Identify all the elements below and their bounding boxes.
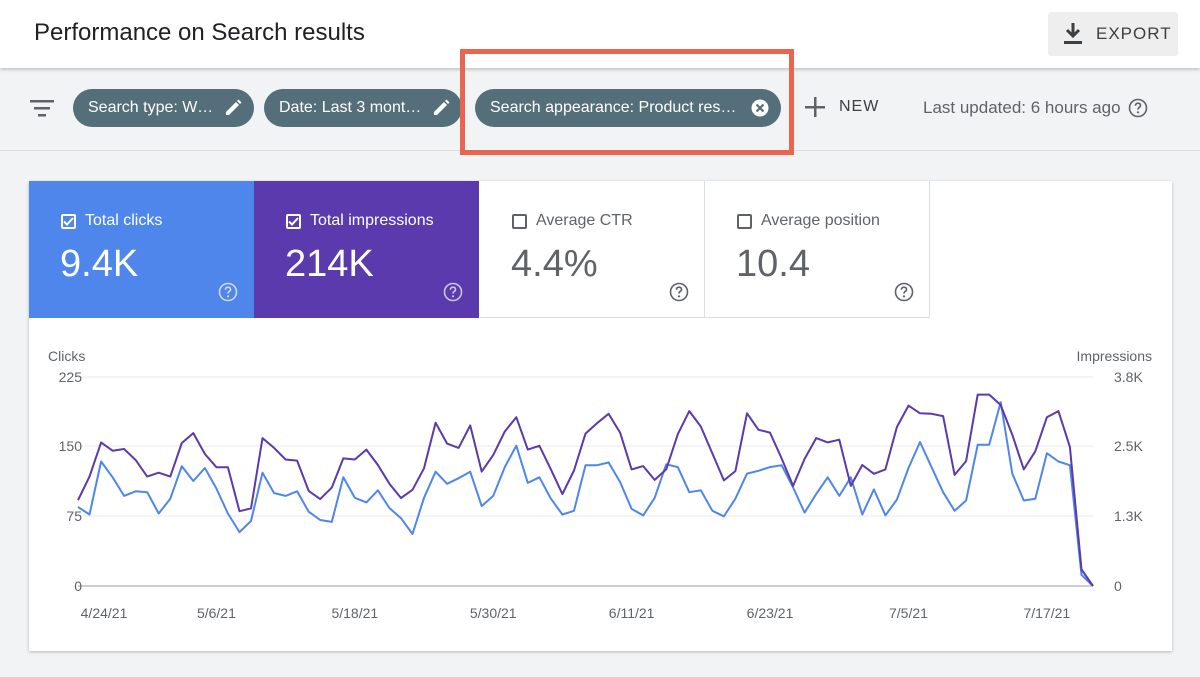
app-header: Performance on Search results EXPORT bbox=[0, 0, 1200, 68]
series-line-clicks bbox=[77, 401, 1094, 587]
help-icon[interactable] bbox=[1128, 98, 1148, 118]
x-tick-label: 5/30/21 bbox=[470, 605, 517, 621]
y-tick-label-left: 75 bbox=[66, 508, 82, 524]
series-line-impressions bbox=[77, 393, 1094, 587]
y-tick-label-right: 1.3K bbox=[1114, 508, 1143, 524]
help-icon[interactable] bbox=[443, 282, 463, 302]
x-tick-label: 7/17/21 bbox=[1024, 605, 1071, 621]
metric-value: 4.4% bbox=[511, 243, 598, 285]
x-tick-label: 6/23/21 bbox=[747, 605, 794, 621]
filter-chip-date[interactable]: Date: Last 3 months bbox=[264, 89, 462, 127]
y-axis-title-right: Impressions bbox=[1077, 348, 1152, 364]
metric-label: Average CTR bbox=[536, 212, 633, 229]
x-tick-label: 5/18/21 bbox=[331, 605, 378, 621]
metric-label: Average position bbox=[761, 212, 880, 229]
checkbox-checked-icon[interactable] bbox=[286, 213, 301, 229]
checkbox-unchecked-icon[interactable] bbox=[737, 213, 752, 229]
help-icon[interactable] bbox=[669, 282, 689, 302]
filter-chip-search-type[interactable]: Search type: Web bbox=[73, 89, 254, 127]
pencil-icon[interactable] bbox=[432, 99, 450, 117]
metric-tile-average-ctr[interactable]: Average CTR 4.4% bbox=[480, 181, 705, 318]
new-filter-label: NEW bbox=[839, 98, 880, 115]
new-filter-button[interactable]: NEW bbox=[805, 97, 879, 117]
metric-label: Total impressions bbox=[310, 212, 434, 229]
metric-label-row: Average position bbox=[737, 212, 880, 230]
filter-icon[interactable] bbox=[30, 100, 54, 118]
x-tick-label: 7/5/21 bbox=[889, 605, 928, 621]
x-tick-label: 4/24/21 bbox=[81, 605, 128, 621]
y-tick-label-right: 3.8K bbox=[1114, 369, 1143, 385]
last-updated: Last updated: 6 hours ago bbox=[923, 98, 1148, 118]
metric-label: Total clicks bbox=[85, 212, 163, 229]
performance-card: Total clicks 9.4K Total impressions 214K… bbox=[29, 181, 1172, 651]
checkbox-unchecked-icon[interactable] bbox=[512, 213, 527, 229]
page-title: Performance on Search results bbox=[34, 19, 365, 46]
y-tick-label-left: 0 bbox=[74, 578, 82, 594]
y-tick-label-right: 0 bbox=[1114, 578, 1122, 594]
pencil-icon[interactable] bbox=[224, 99, 242, 117]
chip-label: Search type: Web bbox=[88, 99, 214, 116]
metric-tile-total-impressions[interactable]: Total impressions 214K bbox=[254, 181, 479, 318]
help-icon[interactable] bbox=[894, 282, 914, 302]
metric-value: 9.4K bbox=[60, 243, 139, 285]
metric-tile-average-position[interactable]: Average position 10.4 bbox=[705, 181, 930, 318]
y-tick-label-left: 225 bbox=[59, 369, 83, 385]
x-tick-label: 5/6/21 bbox=[197, 605, 236, 621]
metric-value: 214K bbox=[285, 243, 374, 285]
filter-chip-search-appearance[interactable]: Search appearance: Product results bbox=[475, 89, 781, 127]
performance-chart: Clicks Impressions 225 150 75 0 3.8K 2.5K 1.3K 0 4… bbox=[48, 348, 1152, 621]
help-icon[interactable] bbox=[218, 282, 238, 302]
export-label: EXPORT bbox=[1096, 24, 1172, 43]
metric-label-row: Total clicks bbox=[61, 212, 162, 230]
checkbox-checked-icon[interactable] bbox=[61, 213, 76, 229]
chip-label: Date: Last 3 months bbox=[279, 99, 422, 116]
metric-label-row: Average CTR bbox=[512, 212, 633, 230]
metric-value: 10.4 bbox=[736, 243, 810, 285]
download-icon bbox=[1064, 23, 1082, 44]
y-tick-label-left: 150 bbox=[59, 438, 83, 454]
close-circle-icon[interactable] bbox=[751, 99, 769, 117]
highlight-box bbox=[460, 49, 794, 155]
x-tick-label: 6/11/21 bbox=[609, 605, 655, 621]
metric-label-row: Total impressions bbox=[286, 212, 434, 230]
plus-icon bbox=[805, 97, 825, 117]
y-tick-label-right: 2.5K bbox=[1114, 438, 1143, 454]
metric-tile-total-clicks[interactable]: Total clicks 9.4K bbox=[29, 181, 254, 318]
export-button[interactable]: EXPORT bbox=[1048, 12, 1178, 56]
y-axis-title-left: Clicks bbox=[48, 348, 85, 364]
filter-bar: Search type: Web Date: Last 3 months Sea… bbox=[0, 68, 1200, 151]
last-updated-text: Last updated: 6 hours ago bbox=[923, 98, 1121, 117]
